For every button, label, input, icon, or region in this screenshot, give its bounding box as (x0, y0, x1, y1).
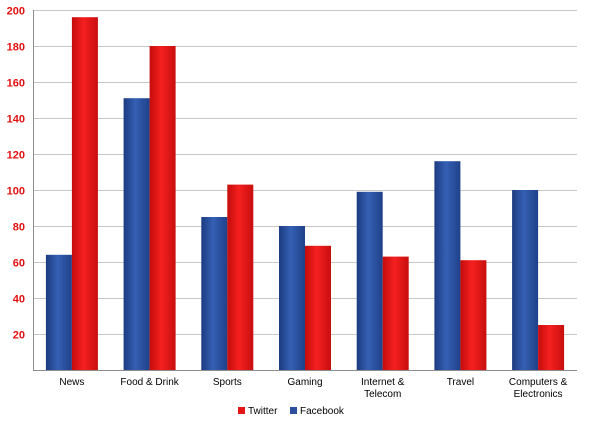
bar-twitter-travel (460, 260, 487, 370)
x-tick-label-food-drink: Food & Drink (120, 377, 179, 388)
x-tick-label-line: Internet & (361, 377, 405, 388)
bar-twitter-gaming (305, 245, 331, 370)
bar-twitter-sports (227, 184, 254, 370)
bar-facebook-news (45, 254, 72, 370)
bar-twitter-computers-electronics (538, 325, 565, 370)
x-tick-label-internet-telecom: Internet & Telecom (361, 377, 405, 400)
y-tick-labels: 20 40 60 80 100 120 140 160 180 200 (7, 6, 25, 342)
x-tick-labels: News Food & Drink Sports Gaming Internet & Te… (59, 377, 567, 400)
bar-facebook-gaming (279, 226, 305, 370)
bar-facebook-sports (201, 217, 228, 370)
x-tick-label-gaming: Gaming (287, 377, 322, 388)
y-tick-label-180: 180 (7, 42, 25, 54)
bars (45, 17, 565, 370)
legend-label-facebook: Facebook (300, 406, 345, 417)
legend-swatch-facebook (290, 407, 297, 414)
bar-twitter-internet-telecom (382, 256, 409, 370)
y-tick-label-80: 80 (13, 222, 25, 234)
x-tick-label-line: News (59, 377, 84, 388)
legend-swatch-twitter (238, 407, 245, 414)
axes (33, 10, 577, 371)
y-tick-label-200: 200 (7, 6, 25, 18)
y-tick-label-120: 120 (7, 150, 25, 162)
x-tick-label-sports: Sports (213, 377, 242, 388)
bar-facebook-food-drink (123, 98, 150, 370)
bar-facebook-travel (434, 161, 461, 370)
y-tick-label-20: 20 (13, 330, 25, 342)
y-tick-label-140: 140 (7, 114, 25, 126)
y-tick-label-100: 100 (7, 186, 25, 198)
x-tick-label-line: Computers & (509, 377, 568, 388)
x-tick-label-line: Food & Drink (120, 377, 179, 388)
x-tick-label-news: News (59, 377, 84, 388)
x-tick-label-computers-electronics: Computers & Electronics (509, 377, 568, 400)
y-tick-label-40: 40 (13, 294, 25, 306)
x-tick-label-line: Sports (213, 377, 242, 388)
x-tick-label-line: Electronics (514, 389, 563, 400)
x-tick-label-line: Travel (447, 377, 474, 388)
legend-label-twitter: Twitter (248, 406, 278, 417)
x-tick-label-line: Telecom (364, 389, 401, 400)
legend: Twitter Facebook (238, 406, 345, 417)
bar-twitter-news (71, 17, 98, 370)
x-tick-label-line: Gaming (287, 377, 322, 388)
y-tick-label-60: 60 (13, 258, 25, 270)
x-tick-label-travel: Travel (447, 377, 474, 388)
bar-facebook-computers-electronics (512, 190, 539, 370)
y-tick-label-160: 160 (7, 78, 25, 90)
bar-facebook-internet-telecom (356, 191, 383, 370)
bar-twitter-food-drink (149, 46, 176, 370)
